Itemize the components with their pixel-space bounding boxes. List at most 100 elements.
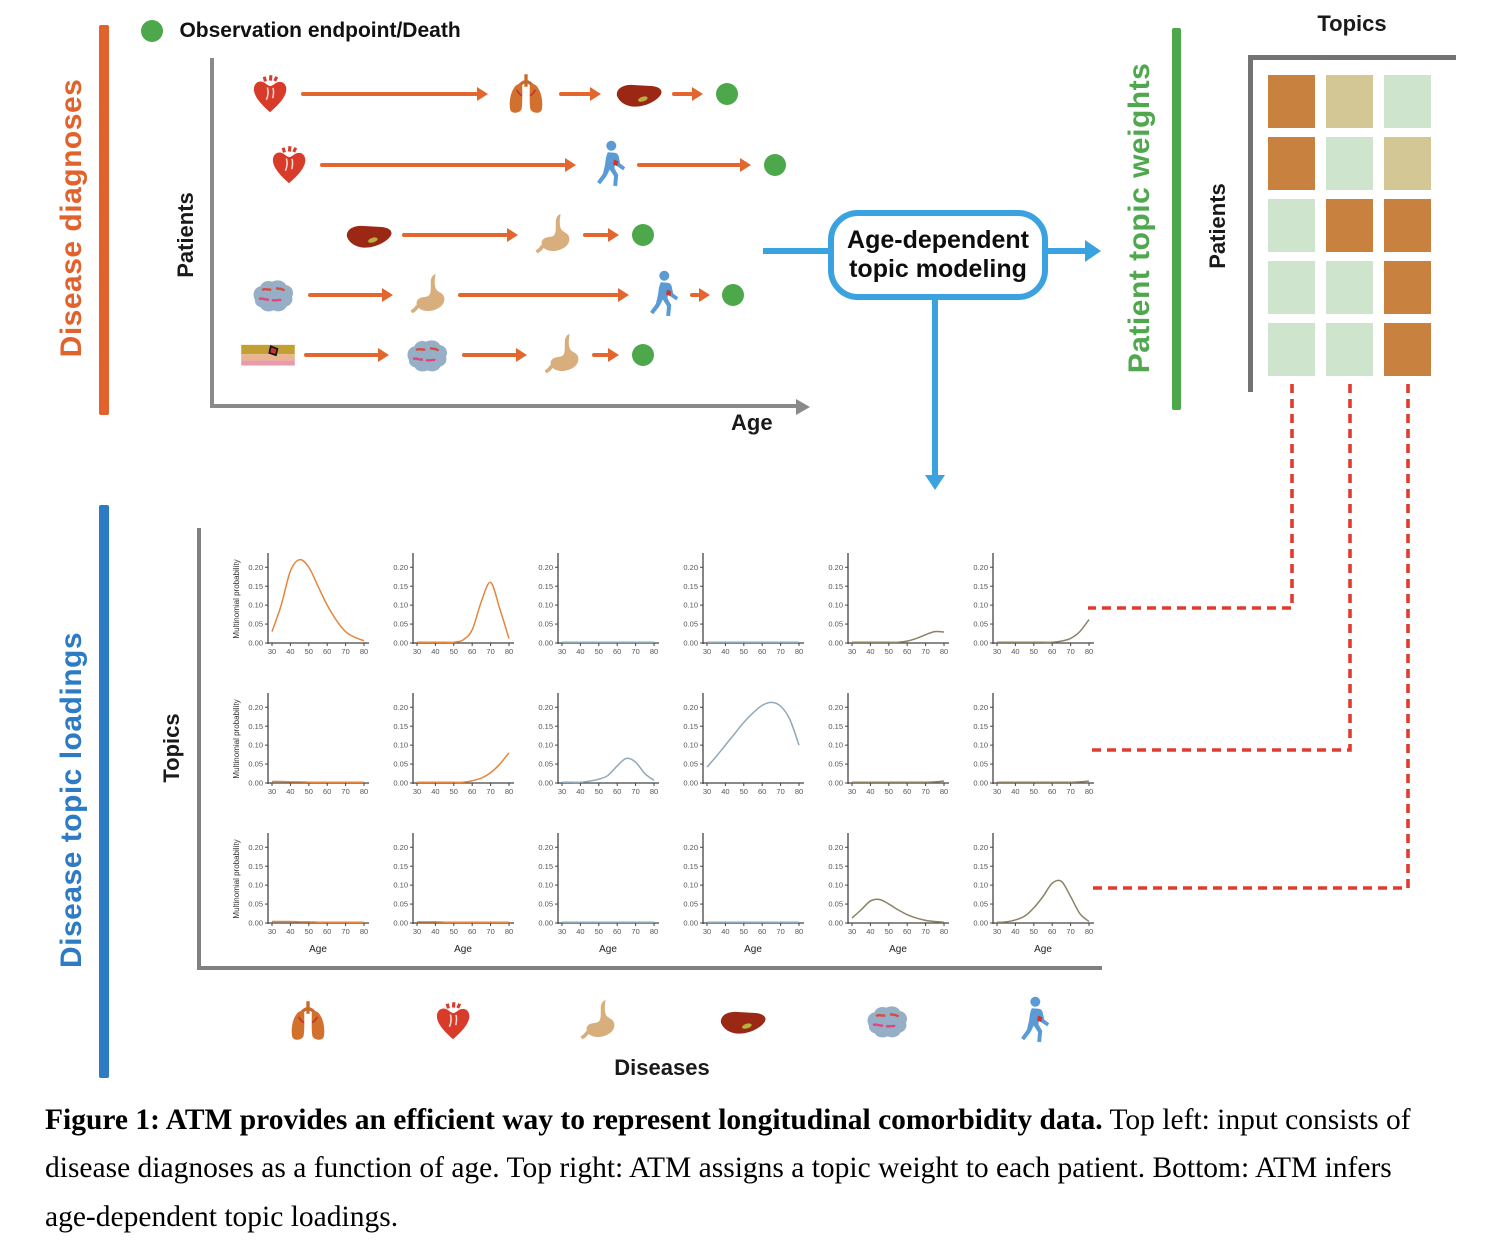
svg-text:50: 50 [1030, 647, 1038, 656]
svg-text:0.00: 0.00 [248, 919, 263, 928]
brain-icon [402, 333, 454, 377]
svg-text:40: 40 [866, 647, 874, 656]
svg-text:60: 60 [468, 787, 476, 796]
svg-text:0.20: 0.20 [248, 563, 263, 572]
svg-text:0.15: 0.15 [393, 582, 408, 591]
svg-text:0.20: 0.20 [973, 703, 988, 712]
svg-text:0.05: 0.05 [393, 900, 408, 909]
svg-text:0.20: 0.20 [538, 843, 553, 852]
brain-icon [248, 273, 300, 317]
svg-text:0.20: 0.20 [828, 563, 843, 572]
svg-text:40: 40 [1011, 927, 1019, 936]
svg-text:0.20: 0.20 [393, 563, 408, 572]
svg-text:0.20: 0.20 [973, 843, 988, 852]
diagnosis-arrow-icon [583, 233, 609, 237]
legend: Observation endpoint/Death [141, 19, 461, 43]
svg-text:30: 30 [993, 647, 1001, 656]
svg-text:60: 60 [468, 647, 476, 656]
diagnosis-arrow-icon [304, 353, 379, 357]
svg-text:0.15: 0.15 [248, 722, 263, 731]
svg-text:Age: Age [744, 944, 762, 955]
svg-text:40: 40 [431, 927, 439, 936]
svg-text:50: 50 [305, 927, 313, 936]
svg-text:0.20: 0.20 [683, 843, 698, 852]
svg-text:0.10: 0.10 [683, 601, 698, 610]
svg-text:30: 30 [413, 787, 421, 796]
connector-topic-1 [1088, 384, 1294, 610]
svg-text:0.15: 0.15 [828, 722, 843, 731]
heart-icon [430, 998, 476, 1044]
svg-text:70: 70 [486, 647, 494, 656]
svg-text:40: 40 [721, 787, 729, 796]
svg-text:0.20: 0.20 [683, 563, 698, 572]
svg-text:Age: Age [1034, 944, 1052, 955]
svg-text:30: 30 [558, 647, 566, 656]
flow-arrow-right-icon [1048, 248, 1086, 254]
svg-text:80: 80 [650, 927, 658, 936]
topic-3-liver-chart: 0.00 0.05 0.10 0.15 0.20 30 40 50 60 70 80 Age [683, 833, 804, 955]
svg-text:0.10: 0.10 [538, 881, 553, 890]
svg-text:80: 80 [505, 647, 513, 656]
heatmap-cell-r2c1 [1268, 137, 1315, 190]
heatmap-cell-r4c1 [1268, 261, 1315, 314]
svg-text:40: 40 [286, 647, 294, 656]
heart-icon [247, 71, 293, 117]
svg-text:0.00: 0.00 [538, 779, 553, 788]
diagnosis-arrow-icon [462, 353, 517, 357]
svg-text:0.05: 0.05 [973, 620, 988, 629]
svg-text:40: 40 [431, 787, 439, 796]
svg-text:70: 70 [1066, 927, 1074, 936]
heatmap-axis-top [1248, 55, 1456, 60]
topic-loading-charts: 0.00 0.05 0.10 0.15 0.20 30 40 50 60 70 80 Multinom… [228, 543, 1098, 966]
svg-text:Multinomial probability: Multinomial probability [232, 839, 241, 918]
svg-text:80: 80 [360, 647, 368, 656]
svg-text:0.05: 0.05 [248, 760, 263, 769]
svg-text:0.20: 0.20 [683, 703, 698, 712]
svg-text:0.15: 0.15 [538, 862, 553, 871]
topic-3-lungs-chart: 0.00 0.05 0.10 0.15 0.20 30 40 50 60 70 80 Multinom… [232, 833, 369, 955]
svg-text:0.05: 0.05 [683, 620, 698, 629]
topic-3-brain-chart: 0.00 0.05 0.10 0.15 0.20 30 40 50 60 70 80 Age [828, 833, 949, 955]
svg-text:60: 60 [613, 787, 621, 796]
heatmap-cell-r1c2 [1326, 75, 1373, 128]
svg-text:0.00: 0.00 [393, 639, 408, 648]
svg-text:0.00: 0.00 [973, 919, 988, 928]
svg-text:60: 60 [323, 787, 331, 796]
disease-diagnoses-panel [210, 58, 810, 415]
svg-text:40: 40 [431, 647, 439, 656]
svg-text:80: 80 [940, 927, 948, 936]
svg-text:0.15: 0.15 [683, 722, 698, 731]
svg-text:0.00: 0.00 [538, 639, 553, 648]
svg-text:0.15: 0.15 [248, 582, 263, 591]
svg-text:50: 50 [305, 787, 313, 796]
svg-text:60: 60 [468, 927, 476, 936]
stomach-icon [540, 331, 584, 379]
svg-text:0.15: 0.15 [393, 862, 408, 871]
liver-icon [614, 79, 664, 110]
svg-text:80: 80 [650, 647, 658, 656]
svg-text:0.05: 0.05 [683, 900, 698, 909]
svg-text:50: 50 [885, 647, 893, 656]
svg-text:0.10: 0.10 [538, 741, 553, 750]
heatmap-cell-r1c1 [1268, 75, 1315, 128]
svg-text:50: 50 [885, 927, 893, 936]
stomach-icon [531, 211, 575, 259]
svg-text:70: 70 [631, 927, 639, 936]
endpoint-dot-icon [722, 284, 744, 306]
svg-text:0.00: 0.00 [393, 779, 408, 788]
svg-text:0.00: 0.00 [683, 919, 698, 928]
heatmap-cell-r5c1 [1268, 323, 1315, 376]
svg-text:0.05: 0.05 [828, 900, 843, 909]
diagnosis-arrow-icon [458, 293, 619, 297]
svg-text:30: 30 [703, 927, 711, 936]
svg-text:50: 50 [595, 927, 603, 936]
svg-text:30: 30 [268, 927, 276, 936]
liver-icon [718, 1006, 768, 1037]
svg-text:80: 80 [1085, 927, 1093, 936]
topic-2-stomach-chart: 0.00 0.05 0.10 0.15 0.20 30 40 50 60 70 80 [538, 693, 659, 796]
bottom-topics-axis-label: Topics [159, 713, 184, 783]
svg-text:0.05: 0.05 [248, 620, 263, 629]
heatmap-topics-label: Topics [1317, 11, 1387, 36]
svg-text:70: 70 [776, 927, 784, 936]
